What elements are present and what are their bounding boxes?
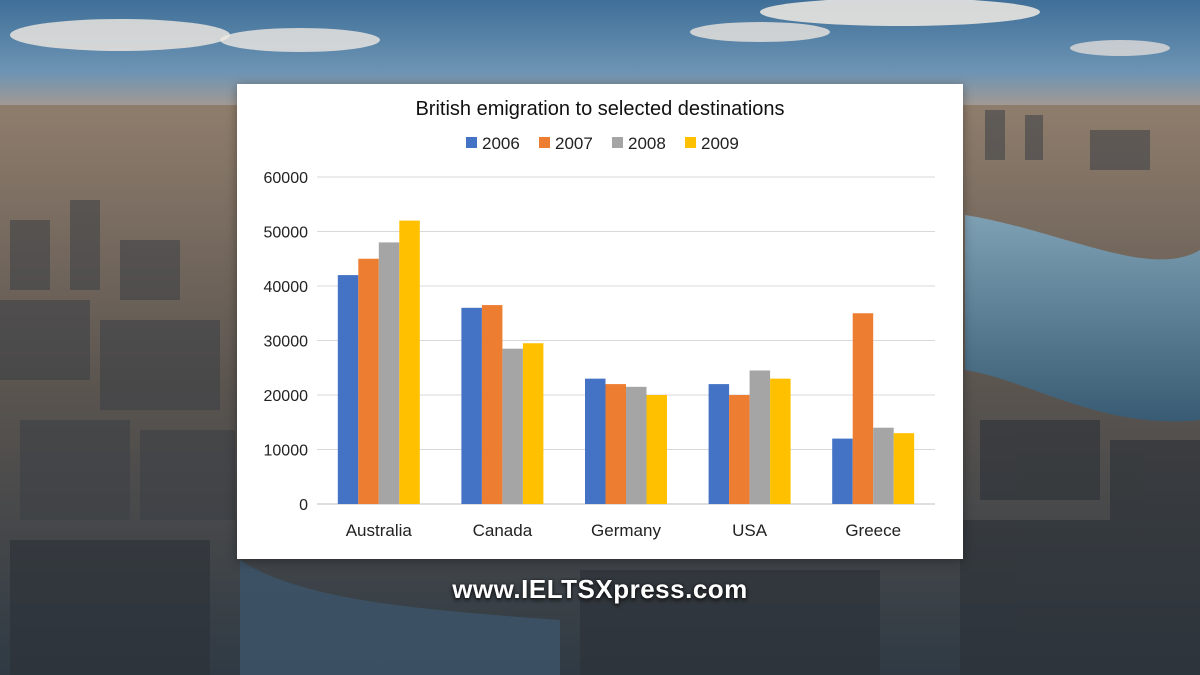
legend-swatch-2009 [685,137,696,148]
bar-usa-2006 [708,384,730,504]
bar-usa-2007 [729,395,750,504]
x-tick-label-germany: Germany [591,521,661,540]
legend-swatch-2008 [612,137,623,148]
bar-canada-2007 [481,305,503,504]
bar-australia-2008 [378,242,400,504]
bar-greece-2009 [893,433,915,504]
bar-australia-2007 [358,258,379,504]
y-tick-label-10000: 10000 [264,443,309,460]
bar-australia-2006 [337,275,359,504]
legend-swatch-2007 [539,137,550,148]
y-tick-label-0: 0 [299,497,308,514]
bar-germany-2007 [605,384,626,504]
legend-swatch-2006 [466,137,477,148]
y-tick-label-30000: 30000 [264,334,309,351]
y-tick-label-50000: 50000 [264,225,309,242]
legend-label-2009: 2009 [701,134,739,153]
x-tick-label-australia: Australia [346,521,413,540]
x-tick-label-greece: Greece [845,521,901,540]
bar-usa-2008 [749,370,771,504]
bar-chart: British emigration to selected destinati… [264,98,935,540]
bar-germany-2008 [626,386,647,504]
legend-label-2008: 2008 [628,134,666,153]
y-tick-label-40000: 40000 [264,279,309,296]
x-tick-label-canada: Canada [473,521,533,540]
bar-canada-2008 [502,348,523,504]
bar-australia-2009 [399,220,420,504]
y-tick-label-20000: 20000 [264,388,309,405]
legend-label-2007: 2007 [555,134,593,153]
chart-card: British emigration to selected destinati… [237,84,963,559]
bar-canada-2009 [522,343,544,504]
bar-greece-2006 [832,438,853,504]
bar-greece-2008 [873,427,894,504]
bar-greece-2007 [852,313,874,504]
watermark-url: www.IELTSXpress.com [452,574,748,604]
bar-canada-2006 [461,307,482,504]
y-tick-label-60000: 60000 [264,170,309,187]
x-tick-label-usa: USA [732,521,768,540]
chart-title: British emigration to selected destinati… [415,98,784,120]
bar-germany-2009 [646,395,667,504]
bar-germany-2006 [585,378,606,504]
legend-label-2006: 2006 [482,134,520,153]
bar-usa-2009 [770,378,791,504]
